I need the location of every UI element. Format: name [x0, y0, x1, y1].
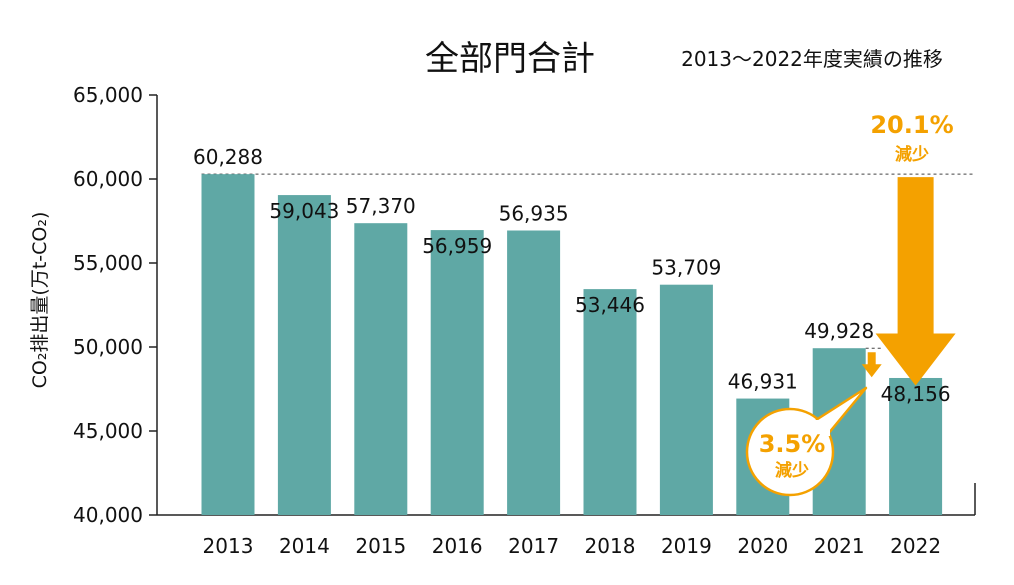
- data-label: 49,928: [804, 319, 874, 343]
- big-reduction-percent: 20.1%: [870, 111, 953, 139]
- x-tick-label: 2014: [279, 534, 330, 558]
- x-tick-label: 2016: [432, 534, 483, 558]
- data-label: 53,709: [651, 256, 721, 280]
- bars: [201, 174, 943, 515]
- callout-tail-cover: [812, 420, 830, 436]
- y-tick-label: 65,000: [73, 83, 143, 107]
- data-label: 56,935: [499, 201, 569, 225]
- big-down-arrow: [875, 177, 956, 386]
- data-label: 60,288: [193, 145, 263, 169]
- x-tick-label: 2021: [814, 534, 865, 558]
- x-tick-label: 2020: [737, 534, 788, 558]
- bar: [889, 377, 943, 515]
- bar: [201, 174, 255, 515]
- small-reduction-annotation: 3.5% 減少: [745, 347, 882, 497]
- data-label: 59,043: [269, 199, 339, 223]
- small-reduction-percent: 3.5%: [759, 430, 826, 458]
- y-tick-label: 60,000: [73, 167, 143, 191]
- y-tick-label: 45,000: [73, 419, 143, 443]
- x-tick-label: 2013: [203, 534, 254, 558]
- small-down-arrow: [861, 352, 882, 378]
- x-tick-labels: 2013 2014 2015 2016 2017 2018 2019 2020 2021 2022: [203, 534, 942, 558]
- data-label: 48,156: [881, 382, 951, 406]
- y-axis-label: CO₂排出量(万t-CO₂): [29, 212, 51, 389]
- x-tick-label: 2015: [355, 534, 406, 558]
- y-tick-label: 55,000: [73, 251, 143, 275]
- callout-bubble: [745, 407, 835, 497]
- bar: [659, 284, 713, 515]
- bar: [277, 195, 331, 515]
- chart-title: 全部門合計: [425, 39, 595, 79]
- x-tick-label: 2018: [585, 534, 636, 558]
- x-tick-label: 2017: [508, 534, 559, 558]
- bar: [583, 289, 637, 515]
- data-label: 46,931: [728, 370, 798, 394]
- big-reduction-caption: 減少: [895, 144, 929, 165]
- x-tick-label: 2022: [890, 534, 941, 558]
- big-reduction-annotation: 20.1% 減少: [870, 111, 956, 386]
- bar: [354, 223, 408, 515]
- bar: [430, 230, 484, 515]
- y-tick-label: 40,000: [73, 503, 143, 527]
- y-tick-label: 50,000: [73, 335, 143, 359]
- y-ticks: 40,000 45,000 50,000 55,000 60,000 65,000: [73, 83, 157, 527]
- chart-subtitle: 2013〜2022年度実績の推移: [681, 47, 943, 71]
- bar: [507, 230, 561, 515]
- data-label: 56,959: [422, 234, 492, 258]
- data-label: 57,370: [346, 194, 416, 218]
- x-tick-label: 2019: [661, 534, 712, 558]
- small-reduction-caption: 減少: [775, 460, 809, 481]
- data-label: 53,446: [575, 293, 645, 317]
